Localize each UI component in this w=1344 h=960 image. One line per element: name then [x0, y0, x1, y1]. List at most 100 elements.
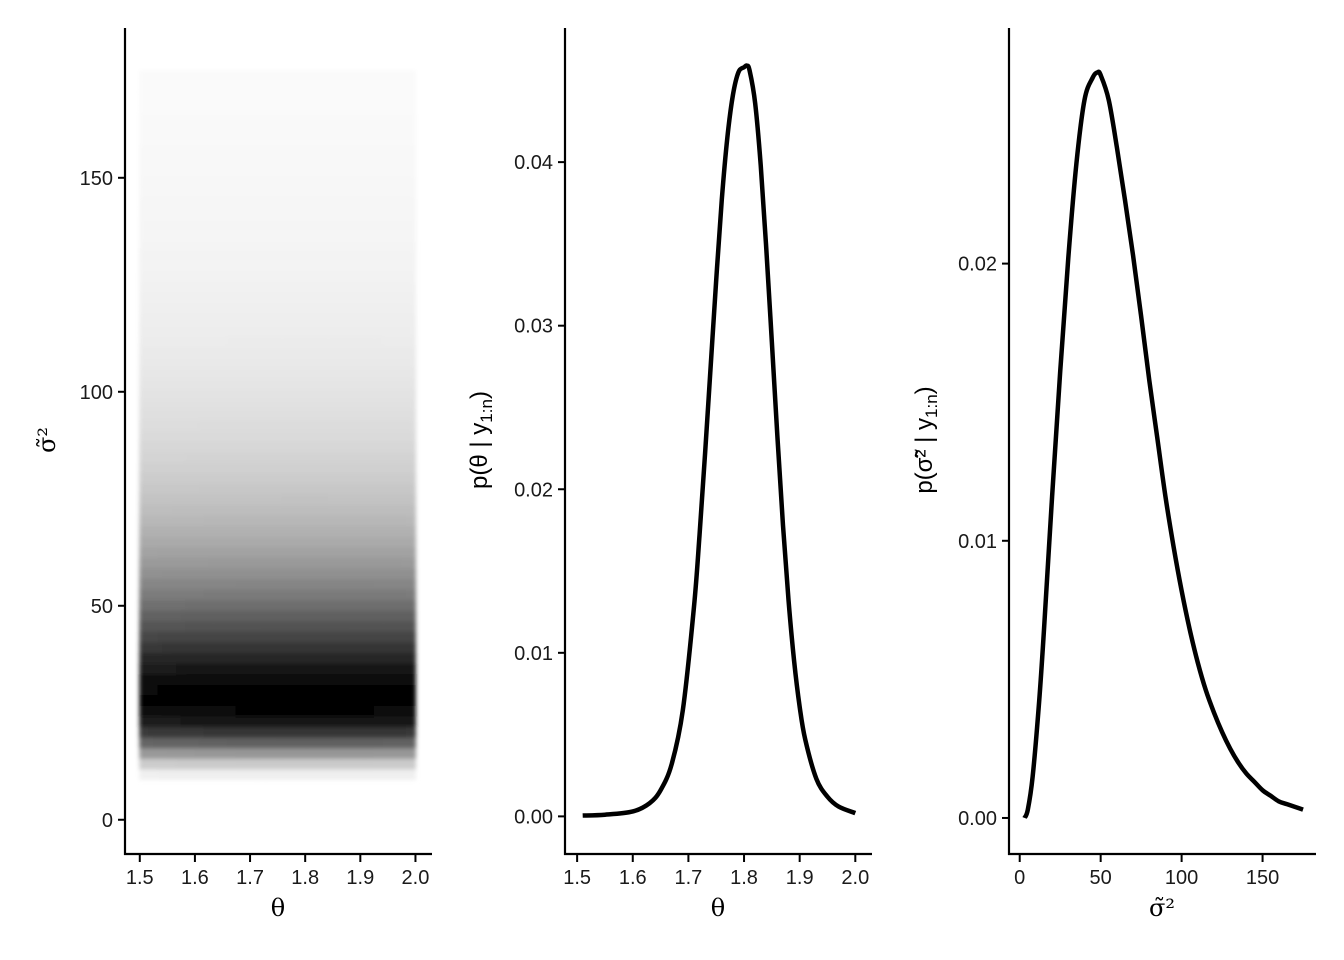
heatmap-cell [231, 546, 237, 558]
heatmap-cell [341, 408, 348, 421]
heatmap-cell [323, 641, 329, 654]
heatmap-cell [171, 683, 178, 696]
heatmap-cell [304, 662, 311, 675]
heatmap-cell [143, 377, 150, 389]
heatmap-cell [185, 567, 191, 580]
heatmap-cell [221, 271, 228, 283]
heatmap-cell [401, 546, 407, 558]
heatmap-cell [254, 567, 260, 580]
heatmap-cell [300, 704, 306, 717]
heatmap-cell [148, 408, 155, 421]
heatmap-cell [359, 503, 366, 516]
heatmap-cell [143, 736, 150, 749]
heatmap-cell [396, 451, 403, 463]
heatmap-cell [272, 652, 279, 664]
heatmap-cell [323, 588, 329, 601]
heatmap-cell [143, 197, 150, 209]
heatmap-cell [359, 419, 366, 431]
heatmap-cell [267, 133, 274, 146]
heatmap-cell [221, 694, 228, 706]
heatmap-cell [336, 197, 343, 209]
heatmap-cell [171, 186, 178, 199]
heatmap-cell [295, 419, 302, 431]
heatmap-cell [171, 493, 178, 505]
heatmap-cell [258, 726, 265, 738]
heatmap-cell [281, 123, 288, 135]
heatmap-cell [166, 641, 173, 654]
heatmap-cell [401, 154, 407, 167]
heatmap-cell [378, 620, 384, 632]
heatmap-cell [180, 662, 187, 675]
heatmap-cell [401, 133, 407, 146]
heatmap-cell [244, 747, 251, 759]
heatmap-cell [185, 313, 191, 326]
heatmap-cell [254, 715, 260, 728]
heatmap-cell [139, 228, 145, 241]
heatmap-cell [162, 493, 168, 505]
heatmap-cell [272, 123, 279, 135]
heatmap-cell [162, 620, 168, 632]
heatmap-cell [401, 556, 407, 569]
panel-theta-marginal: 0.000.010.020.030.04 1.5 1.6 1.7 1.8 1.9 2.0 … [466, 28, 872, 922]
heatmap-cell [396, 715, 403, 728]
heatmap-cell [391, 578, 398, 590]
heatmap-cell [171, 630, 178, 643]
heatmap-cell [203, 398, 210, 410]
heatmap-cell [396, 112, 403, 125]
heatmap-cell [139, 144, 145, 156]
heatmap-cell [369, 578, 375, 590]
heatmap-cell [401, 525, 407, 537]
heatmap-cell [212, 271, 219, 283]
heatmap-cell [350, 673, 357, 685]
heatmap-cell [336, 144, 343, 156]
heatmap-cell [212, 429, 219, 442]
heatmap-cell [281, 662, 288, 675]
heatmap-cell [318, 334, 325, 347]
heatmap-cell [166, 313, 173, 326]
heatmap-cell [176, 133, 182, 146]
heatmap-cell [226, 429, 233, 442]
heatmap-cell [166, 493, 173, 505]
heatmap-cell [401, 683, 407, 696]
heatmap-cell [281, 387, 288, 400]
heatmap-cell [267, 324, 274, 336]
heatmap-cell [244, 112, 251, 125]
heatmap-cell [254, 525, 260, 537]
heatmap-cell [217, 334, 223, 347]
heatmap-cell [226, 493, 233, 505]
heatmap-cell [267, 694, 274, 706]
heatmap-cell [313, 609, 320, 622]
heatmap-cell [217, 493, 223, 505]
heatmap-cell [304, 260, 311, 273]
heatmap-cell [405, 80, 412, 93]
heatmap-cell [226, 440, 233, 453]
heatmap-cell [176, 102, 182, 114]
heatmap-cell [244, 440, 251, 453]
heatmap-cell [313, 377, 320, 389]
heatmap-cell [387, 482, 393, 495]
heatmap-cell [350, 70, 357, 82]
y-axis-title: σ̃² [33, 427, 61, 453]
heatmap-cell [300, 313, 306, 326]
heatmap-cell [313, 218, 320, 230]
heatmap-cell [355, 525, 361, 537]
heatmap-cell [295, 630, 302, 643]
heatmap-cell [258, 673, 265, 685]
heatmap-cell [359, 80, 366, 93]
heatmap-cell [226, 334, 233, 347]
heatmap-cell [387, 641, 393, 654]
heatmap-cell [221, 165, 228, 178]
heatmap-cell [235, 419, 242, 431]
heatmap-cell [327, 715, 334, 728]
heatmap-cell [272, 165, 279, 178]
heatmap-cell [341, 345, 348, 357]
heatmap-cell [139, 186, 145, 199]
heatmap-cell [396, 704, 403, 717]
heatmap-cell [382, 228, 389, 241]
heatmap-cell [290, 726, 297, 738]
heatmap-cell [143, 398, 150, 410]
heatmap-cell [290, 102, 297, 114]
heatmap-cell [318, 271, 325, 283]
heatmap-cell [387, 345, 393, 357]
heatmap-cell [332, 715, 338, 728]
